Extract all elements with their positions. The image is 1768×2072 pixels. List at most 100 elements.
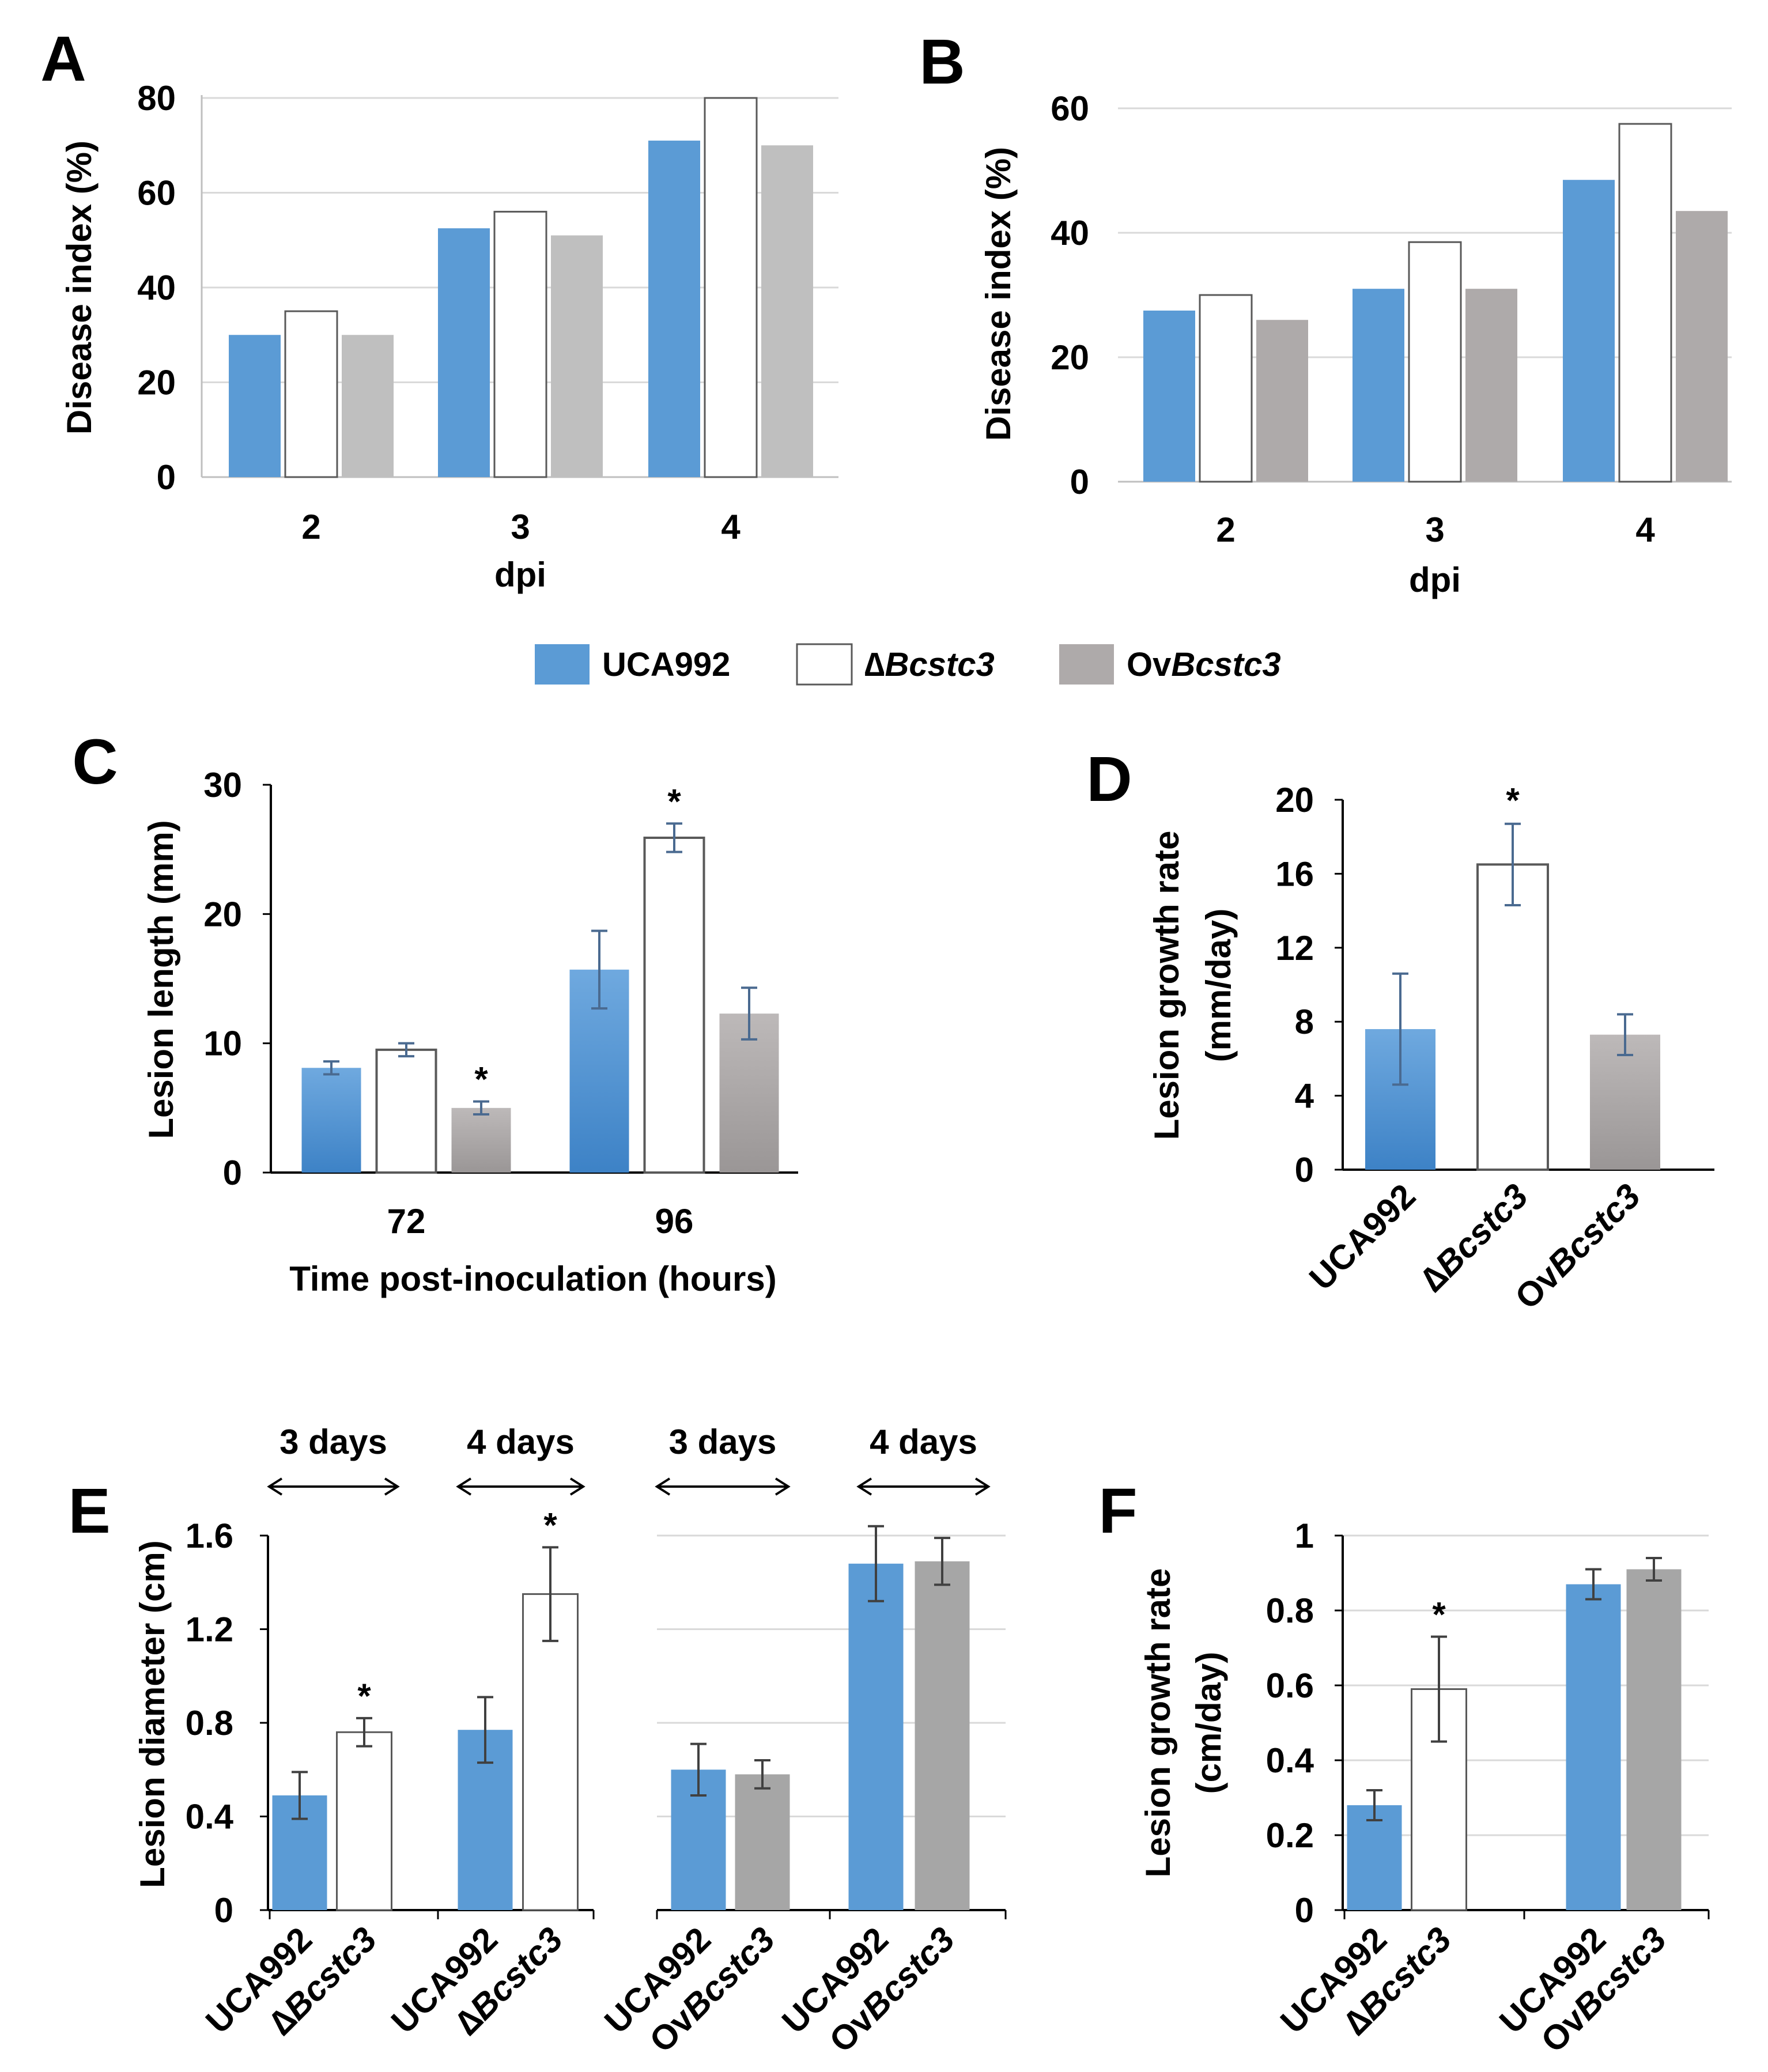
- bar: [1566, 1584, 1621, 1910]
- bar: [551, 235, 603, 477]
- x-tick-label: 3: [511, 508, 530, 546]
- bar: [761, 145, 813, 477]
- y-tick-label: 1: [1295, 1517, 1314, 1555]
- bar: [1353, 289, 1404, 482]
- bar: [1676, 211, 1728, 482]
- legend-label: ∆Bcstc3: [864, 646, 995, 683]
- x-tick-label: 96: [655, 1202, 694, 1241]
- bar: [1199, 294, 1253, 483]
- bar: [1563, 180, 1615, 482]
- bar: [848, 1563, 904, 1910]
- y-tick-label: 0.8: [1266, 1591, 1314, 1630]
- y-tick-label: 40: [1051, 214, 1089, 252]
- panel-letter: A: [40, 24, 86, 94]
- significance-star: *: [357, 1677, 371, 1715]
- x-axis-title: dpi: [494, 555, 546, 594]
- bar: [1408, 241, 1462, 483]
- x-tick-label: 4: [721, 508, 741, 546]
- significance-star: *: [1506, 781, 1520, 820]
- y-axis-title: Lesion diameter (cm): [133, 1540, 172, 1888]
- y-tick-label: 20: [203, 895, 242, 933]
- arrow-head: [856, 1477, 872, 1496]
- y-tick-label: 0: [157, 458, 176, 497]
- bar: [1465, 289, 1517, 482]
- y-axis-title: Lesion growth rate: [1147, 831, 1186, 1140]
- legend: UCA992 ∆Bcstc3 OvBcstc3: [535, 643, 1281, 686]
- bar: [648, 141, 700, 477]
- group-label: 4 days: [467, 1423, 575, 1461]
- y-axis-title: (mm/day): [1199, 909, 1238, 1063]
- y-tick-label: 1.2: [186, 1610, 233, 1649]
- y-axis-title: Lesion length (mm): [142, 820, 180, 1139]
- arrow-head: [267, 1477, 283, 1496]
- chart-panel-b: B 0 20 40 60 2 3 4 dpi Disease index (%): [919, 27, 1732, 599]
- group-label: 3 days: [669, 1423, 777, 1461]
- panel-letter: B: [919, 27, 965, 97]
- y-tick-label: 0.6: [1266, 1666, 1314, 1705]
- x-axis-title: Time post-inoculation (hours): [289, 1260, 777, 1298]
- y-tick-label: 20: [1051, 338, 1089, 377]
- y-tick-label: 8: [1295, 1003, 1314, 1041]
- bar: [643, 836, 705, 1174]
- bar: [451, 1107, 511, 1173]
- y-tick-label: 20: [137, 364, 176, 402]
- bar: [1256, 320, 1308, 482]
- bar: [1590, 1034, 1660, 1170]
- legend-swatch: [1059, 644, 1114, 685]
- bar: [1626, 1569, 1682, 1910]
- y-tick-label: 80: [137, 79, 176, 118]
- bar: [522, 1593, 579, 1911]
- legend-swatch: [796, 643, 853, 686]
- panel-letter: C: [72, 727, 118, 797]
- y-axis-title: Disease index (%): [60, 141, 99, 434]
- bar: [1347, 1805, 1402, 1910]
- bar: [284, 310, 338, 478]
- x-axis-title: dpi: [1409, 561, 1461, 599]
- chart-panel-c: C 0 10 20 30 * * 72 96 Time post-inoculation (hou…: [72, 727, 798, 1298]
- x-tick-label: 3: [1425, 511, 1444, 549]
- x-tick-label: 2: [1216, 511, 1235, 549]
- bar: [1476, 863, 1549, 1171]
- y-tick-label: 0.4: [186, 1798, 234, 1836]
- bar: [336, 1731, 392, 1911]
- bar: [493, 210, 547, 478]
- y-tick-label: 0: [223, 1154, 242, 1192]
- legend-label: UCA992: [602, 646, 730, 683]
- significance-star: *: [667, 782, 681, 821]
- arrow-head: [974, 1477, 991, 1496]
- y-tick-label: 1.6: [186, 1517, 233, 1555]
- panel-letter: D: [1086, 744, 1132, 815]
- y-tick-label: 60: [137, 174, 176, 213]
- y-tick-label: 10: [203, 1024, 242, 1063]
- significance-star: *: [474, 1060, 488, 1099]
- panel-letter: E: [68, 1476, 110, 1547]
- bar: [375, 1048, 437, 1174]
- y-tick-label: 0.8: [186, 1704, 233, 1742]
- bar: [915, 1561, 970, 1910]
- arrow-head: [569, 1477, 585, 1496]
- y-tick-label: 0.2: [1266, 1816, 1314, 1855]
- x-tick-label: 2: [301, 508, 320, 546]
- arrow-head: [456, 1477, 472, 1496]
- panel-letter: F: [1098, 1476, 1137, 1547]
- significance-star: *: [543, 1506, 557, 1544]
- bar: [704, 97, 758, 478]
- bar: [301, 1068, 361, 1173]
- legend-swatch: [535, 644, 590, 685]
- legend-label: OvBcstc3: [1127, 646, 1281, 683]
- y-tick-label: 60: [1051, 89, 1089, 128]
- bar: [438, 228, 490, 477]
- x-tick-label: UCA992: [1302, 1177, 1423, 1298]
- group-label: 3 days: [279, 1423, 387, 1461]
- y-tick-label: 0: [1295, 1891, 1314, 1930]
- significance-star: *: [1432, 1595, 1446, 1634]
- bar: [735, 1774, 790, 1910]
- y-tick-label: 0: [214, 1891, 233, 1930]
- y-tick-label: 16: [1275, 854, 1314, 893]
- arrow-head: [655, 1477, 671, 1496]
- bar: [342, 335, 394, 477]
- arrow-head: [775, 1477, 791, 1496]
- y-tick-label: 20: [1275, 781, 1314, 819]
